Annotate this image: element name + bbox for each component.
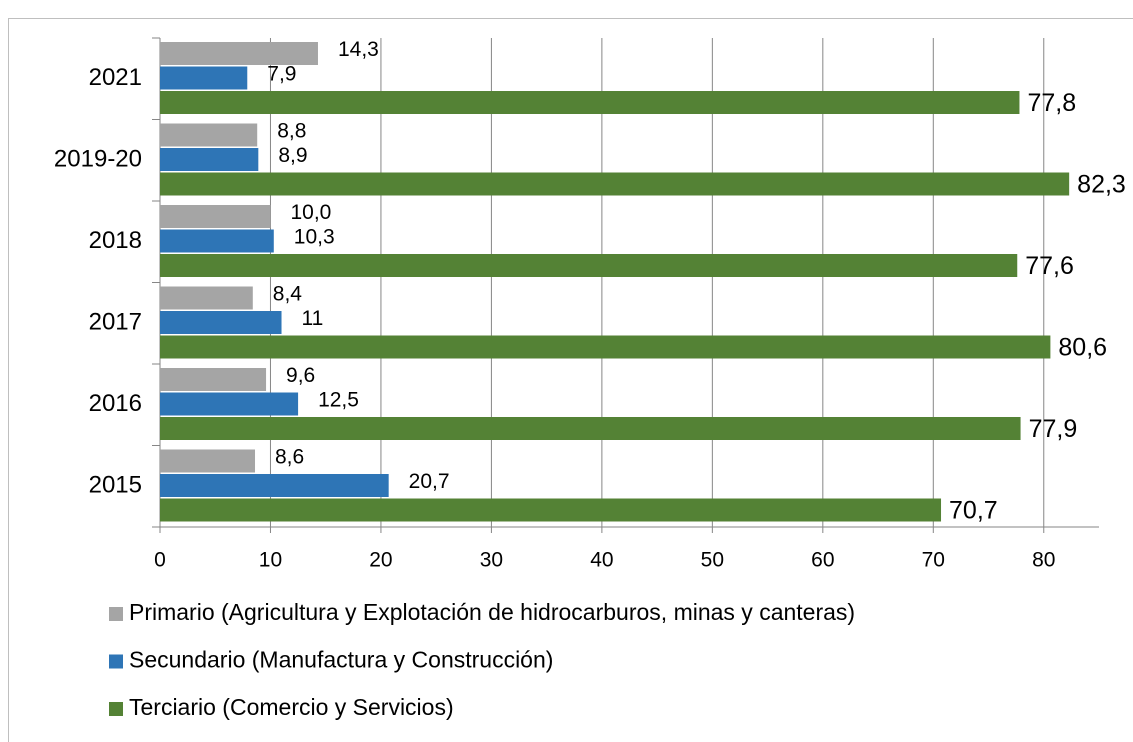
data-label: 11	[302, 307, 324, 330]
bar	[160, 311, 282, 334]
x-tick-label: 40	[590, 549, 613, 572]
legend-swatch	[109, 702, 123, 716]
data-label: 10,3	[294, 226, 335, 249]
x-tick-label: 0	[154, 549, 166, 572]
x-tick-label: 60	[811, 549, 834, 572]
legend-label: Secundario (Manufactura y Construcción)	[129, 647, 553, 673]
legend-label: Primario (Agricultura y Explotación de h…	[129, 599, 855, 625]
bar	[160, 286, 253, 310]
data-label: 80,6	[1058, 334, 1107, 362]
x-tick-label: 70	[922, 549, 945, 572]
data-label: 77,6	[1025, 252, 1074, 280]
x-tick-label: 20	[369, 549, 392, 572]
data-label: 77,8	[1027, 89, 1076, 117]
legend-swatch	[109, 654, 123, 669]
bar	[160, 254, 1018, 277]
x-tick-label: 80	[1032, 549, 1055, 572]
bar	[160, 172, 1070, 196]
data-label: 8,6	[275, 446, 304, 469]
data-label: 14,3	[338, 38, 379, 61]
data-label: 8,4	[273, 283, 303, 306]
data-label: 70,7	[949, 497, 998, 525]
legend-swatch	[109, 607, 123, 621]
data-label: 82,3	[1077, 171, 1126, 199]
bar	[160, 42, 318, 65]
x-tick-label: 10	[259, 549, 282, 572]
y-tick-label: 2017	[89, 309, 142, 336]
bar	[160, 123, 258, 147]
data-label: 8,8	[277, 120, 306, 143]
y-tick-label: 2021	[89, 64, 142, 91]
data-label: 9,6	[286, 364, 315, 387]
data-label: 20,7	[409, 470, 450, 493]
x-tick-label: 30	[480, 549, 503, 572]
data-label: 77,9	[1029, 415, 1078, 443]
bar	[160, 66, 248, 90]
legend-label: Terciario (Comercio y Servicios)	[129, 694, 454, 720]
chart-border	[8, 18, 1133, 742]
bar	[160, 417, 1021, 440]
bar	[160, 474, 389, 497]
data-label: 8,9	[278, 144, 307, 167]
y-tick-label: 2019-20	[54, 146, 142, 173]
data-label: 10,0	[290, 201, 331, 224]
bar	[160, 392, 299, 416]
bar	[160, 335, 1051, 359]
x-tick-label: 50	[701, 549, 724, 572]
y-tick-label: 2015	[89, 472, 142, 499]
bar	[160, 205, 271, 228]
data-label: 12,5	[318, 389, 359, 412]
data-label: 7,9	[267, 63, 296, 86]
bar	[160, 91, 1020, 114]
bar	[160, 148, 259, 171]
bar	[160, 229, 274, 253]
bar	[160, 498, 942, 522]
bar	[160, 368, 267, 391]
y-tick-label: 2016	[89, 390, 142, 417]
bar	[160, 449, 256, 473]
y-tick-label: 2018	[89, 227, 142, 254]
